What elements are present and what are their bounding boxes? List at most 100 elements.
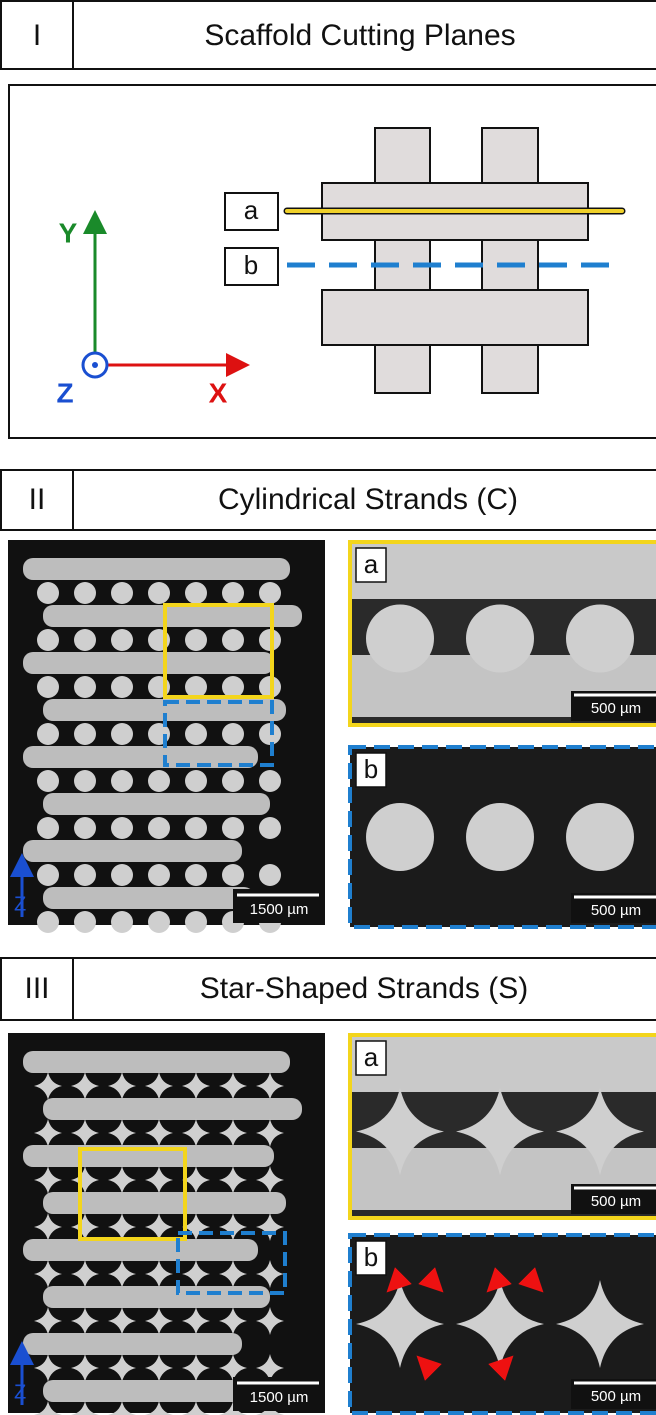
strand-layer <box>43 793 270 815</box>
strand <box>74 817 96 839</box>
strand <box>185 770 207 792</box>
strand <box>222 864 244 886</box>
inset-label: a <box>364 1042 379 1072</box>
strand <box>37 817 59 839</box>
image-bg <box>8 1033 325 1413</box>
strand <box>185 911 207 933</box>
plane-label: b <box>244 250 258 280</box>
strand <box>222 817 244 839</box>
strand-layer <box>43 605 302 627</box>
scale-label: 1500 µm <box>250 901 309 918</box>
strand <box>37 911 59 933</box>
strand <box>74 864 96 886</box>
numeral: I <box>33 19 41 52</box>
strand-layer <box>23 558 290 580</box>
strand <box>466 803 534 871</box>
strand <box>185 676 207 698</box>
strand-layer <box>43 1098 302 1120</box>
strand-layer <box>23 652 274 674</box>
strand <box>185 723 207 745</box>
strand <box>185 864 207 886</box>
strand <box>37 770 59 792</box>
axis-label: Y <box>59 217 78 248</box>
panel-box <box>9 85 656 438</box>
strand <box>74 582 96 604</box>
strand <box>185 582 207 604</box>
strand <box>37 723 59 745</box>
strand <box>111 582 133 604</box>
strand <box>222 629 244 651</box>
strand-layer <box>350 1037 656 1092</box>
strand <box>366 605 434 673</box>
inset-image <box>350 1235 656 1413</box>
strand <box>466 605 534 673</box>
z-axis <box>92 362 98 368</box>
strand <box>74 911 96 933</box>
strand-layer <box>23 1051 290 1073</box>
inset-label: a <box>364 549 379 579</box>
scale-label: 500 µm <box>591 902 641 919</box>
strand <box>111 817 133 839</box>
inset-label: b <box>364 754 378 784</box>
strand <box>111 911 133 933</box>
strand <box>185 629 207 651</box>
strand <box>259 770 281 792</box>
strand-layer <box>23 1333 242 1355</box>
inset-image <box>350 1035 656 1218</box>
inset-image <box>350 542 656 725</box>
strand-layer <box>43 887 254 909</box>
strand <box>37 676 59 698</box>
plane-label: a <box>244 195 259 225</box>
inset-image <box>350 747 656 927</box>
inset-label: b <box>364 1242 378 1272</box>
strand-layer <box>23 1239 258 1261</box>
strand <box>74 676 96 698</box>
section-title: Star-Shaped Strands (S) <box>200 972 529 1005</box>
strand <box>74 723 96 745</box>
scale-label: 1500 µm <box>250 1389 309 1406</box>
strand <box>111 864 133 886</box>
strand <box>185 817 207 839</box>
overview-image <box>8 1033 325 1415</box>
strand <box>111 770 133 792</box>
strand <box>111 723 133 745</box>
scale-label: 500 µm <box>591 1193 641 1210</box>
strand <box>259 817 281 839</box>
axis-label: Z <box>14 1381 26 1403</box>
strand <box>566 605 634 673</box>
axis-label: Z <box>14 893 26 915</box>
strand-layer <box>43 1380 254 1402</box>
strand <box>148 864 170 886</box>
section-title: Scaffold Cutting Planes <box>204 19 515 52</box>
strand <box>566 803 634 871</box>
strand <box>222 676 244 698</box>
strand <box>74 770 96 792</box>
strand-layer <box>350 544 656 599</box>
strand <box>37 864 59 886</box>
strand <box>74 629 96 651</box>
strand <box>148 582 170 604</box>
scale-label: 500 µm <box>591 700 641 717</box>
strand <box>148 911 170 933</box>
strand <box>222 582 244 604</box>
section-title: Cylindrical Strands (C) <box>218 483 518 516</box>
strand <box>259 582 281 604</box>
strand-layer <box>23 840 242 862</box>
strand <box>222 770 244 792</box>
numeral: III <box>24 972 49 1005</box>
strand <box>366 803 434 871</box>
strand <box>259 864 281 886</box>
strand <box>111 629 133 651</box>
overview-image <box>8 540 325 933</box>
figure: I Scaffold Cutting Planes a b Y Z X II C… <box>0 0 656 1415</box>
strand <box>37 629 59 651</box>
axis-label: X <box>209 377 228 408</box>
strand <box>148 817 170 839</box>
strand <box>37 582 59 604</box>
scaffold <box>322 128 588 393</box>
axis-label: Z <box>56 377 73 408</box>
scale-label: 500 µm <box>591 1388 641 1405</box>
strand <box>222 723 244 745</box>
strand <box>111 676 133 698</box>
strand-layer <box>43 1286 270 1308</box>
